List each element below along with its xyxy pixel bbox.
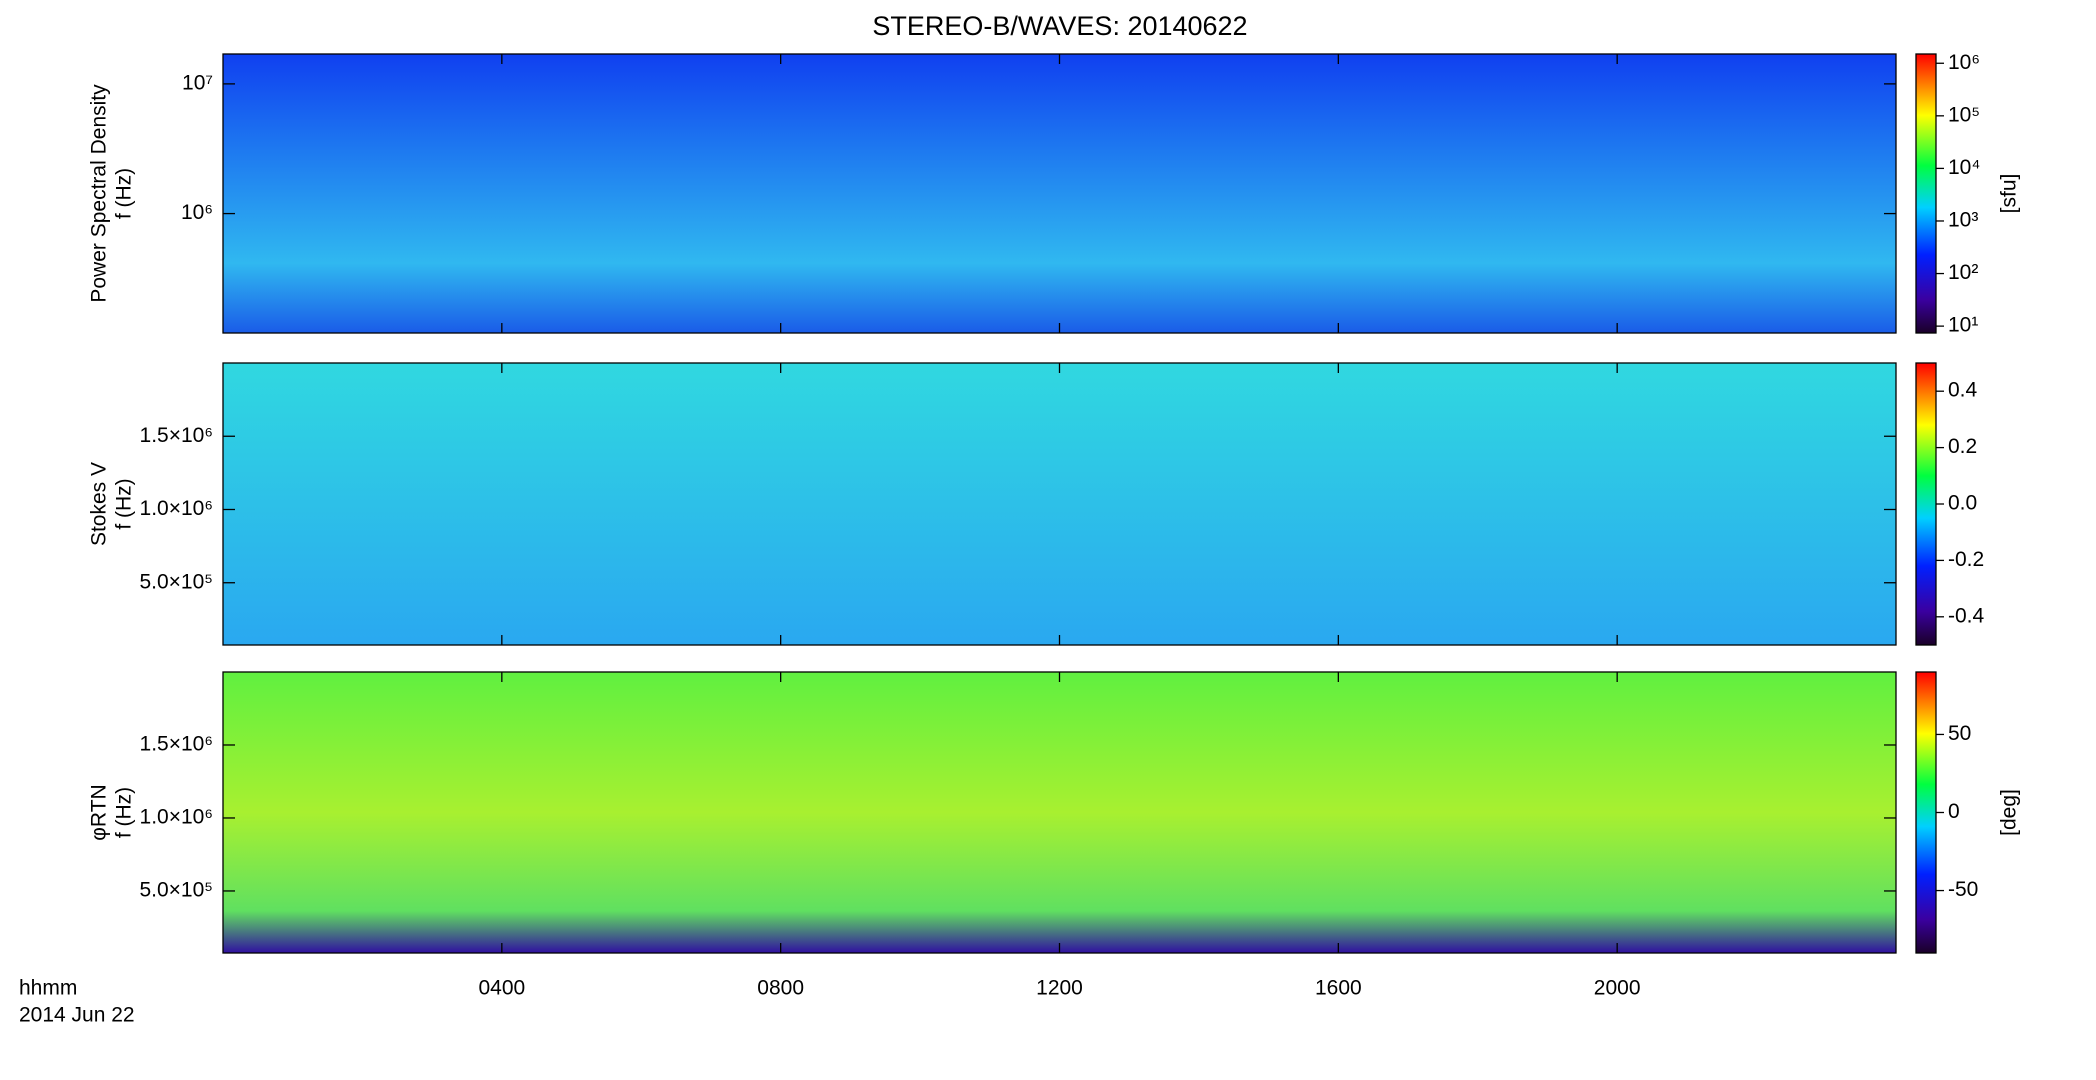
colorbar-tick-label: 0 (1948, 800, 1960, 823)
x-tick-label: 1200 (1036, 977, 1083, 1000)
y-tick-label: 1.5×10⁶ (140, 424, 213, 447)
y-axis-label: Power Spectral Density (88, 84, 111, 303)
y-axis-label: Stokes V (88, 462, 111, 546)
colorbar-tick-label: 10⁶ (1948, 51, 1980, 74)
colorbar (1915, 671, 1937, 954)
x-axis-label: hhmm (19, 977, 77, 1000)
y-tick-label: 5.0×10⁵ (139, 570, 213, 593)
spectrogram-image (223, 54, 1896, 333)
colorbar-label: [sfu] (1998, 174, 2021, 214)
y-tick-label: 1.5×10⁶ (140, 733, 213, 756)
colorbar-tick-label: 10⁴ (1948, 156, 1980, 179)
y-axis-label: φRTN (88, 784, 111, 840)
colorbar (1915, 53, 1937, 334)
colorbar-tick-label: 0.0 (1948, 492, 1977, 515)
colorbar-tick-label: -0.4 (1948, 604, 1985, 627)
x-tick-label: 2000 (1594, 977, 1641, 1000)
colorbar-tick-label: 10² (1948, 261, 1978, 284)
y-tick-label: 1.0×10⁶ (140, 497, 213, 520)
spectrogram-image (223, 672, 1896, 953)
y-tick-label: 5.0×10⁵ (139, 879, 213, 902)
spectrogram-image (223, 363, 1896, 645)
chart-title: STEREO-B/WAVES: 20140622 (872, 11, 1247, 41)
colorbar-label: [deg] (1998, 789, 2021, 836)
x-tick-label: 0800 (757, 977, 804, 1000)
x-tick-label: 0400 (478, 977, 525, 1000)
y-tick-label: 10⁷ (182, 71, 213, 94)
colorbar-tick-label: 50 (1948, 722, 1971, 745)
y-tick-label: 1.0×10⁶ (140, 806, 213, 829)
date-label: 2014 Jun 22 (19, 1004, 135, 1027)
colorbar-tick-label: 0.2 (1948, 435, 1977, 458)
y-tick-label: 10⁶ (181, 201, 213, 224)
y-axis-label: f (Hz) (113, 787, 136, 838)
colorbar-tick-label: 10⁵ (1948, 103, 1980, 126)
colorbar-tick-label: -50 (1948, 878, 1978, 901)
colorbar-tick-label: 10³ (1948, 209, 1978, 232)
colorbar-tick-label: 10¹ (1948, 314, 1978, 337)
y-axis-label: f (Hz) (113, 478, 136, 529)
colorbar-tick-label: -0.2 (1948, 548, 1984, 571)
colorbar-tick-label: 0.4 (1948, 379, 1978, 402)
y-axis-label: f (Hz) (113, 168, 136, 219)
x-tick-label: 1600 (1315, 977, 1362, 1000)
colorbar (1915, 362, 1937, 646)
